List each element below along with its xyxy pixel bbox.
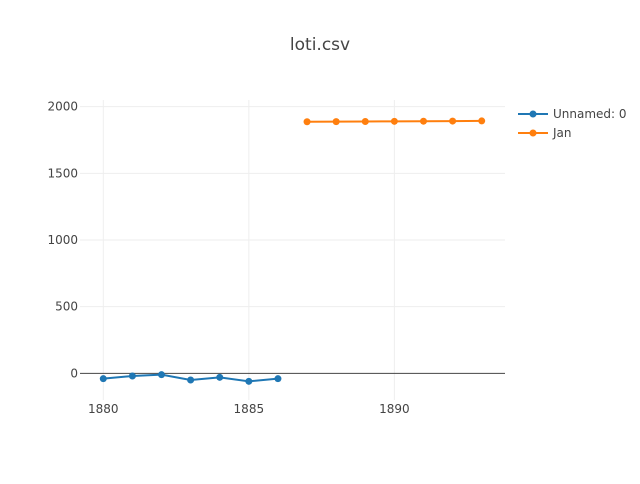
y-gridlines bbox=[80, 106, 505, 308]
y-tick-label: 2000 bbox=[47, 100, 78, 114]
y-tick-label: 500 bbox=[55, 300, 78, 314]
data-point[interactable] bbox=[128, 372, 136, 380]
y-tick-labels: 0 500 1000 1500 2000 bbox=[47, 100, 78, 381]
series-1 bbox=[99, 371, 282, 385]
legend-item[interactable]: Jan bbox=[518, 126, 572, 140]
data-point[interactable] bbox=[419, 117, 427, 125]
chart-title: loti.csv bbox=[290, 35, 350, 55]
data-point[interactable] bbox=[158, 371, 166, 379]
data-point[interactable] bbox=[478, 117, 486, 125]
legend-label: Jan bbox=[552, 126, 572, 140]
data-point[interactable] bbox=[449, 117, 457, 125]
legend-label: Unnamed: 0 bbox=[553, 107, 627, 121]
data-point[interactable] bbox=[361, 117, 369, 125]
y-tick-label: 1500 bbox=[47, 166, 78, 180]
data-point[interactable] bbox=[187, 376, 195, 384]
y-tick-label: 1000 bbox=[47, 233, 78, 247]
series-group bbox=[99, 117, 486, 385]
data-point[interactable] bbox=[274, 375, 282, 383]
data-point[interactable] bbox=[303, 118, 311, 126]
x-tick-labels: 1880 1885 1890 bbox=[88, 402, 410, 416]
x-tick-label: 1880 bbox=[88, 402, 119, 416]
x-tick-label: 1890 bbox=[379, 402, 410, 416]
data-point[interactable] bbox=[216, 373, 224, 381]
legend-swatch-marker bbox=[529, 129, 537, 137]
data-point[interactable] bbox=[99, 375, 107, 383]
legend-item[interactable]: Unnamed: 0 bbox=[518, 107, 627, 121]
y-tick-label: 0 bbox=[70, 366, 78, 380]
data-point[interactable] bbox=[245, 377, 253, 385]
x-gridlines bbox=[102, 100, 395, 400]
data-point[interactable] bbox=[332, 118, 340, 126]
series-2 bbox=[303, 117, 486, 126]
x-tick-label: 1885 bbox=[234, 402, 265, 416]
data-point[interactable] bbox=[390, 117, 398, 125]
legend-swatch-marker bbox=[529, 110, 537, 118]
legend[interactable]: Unnamed: 0 Jan bbox=[518, 107, 627, 140]
